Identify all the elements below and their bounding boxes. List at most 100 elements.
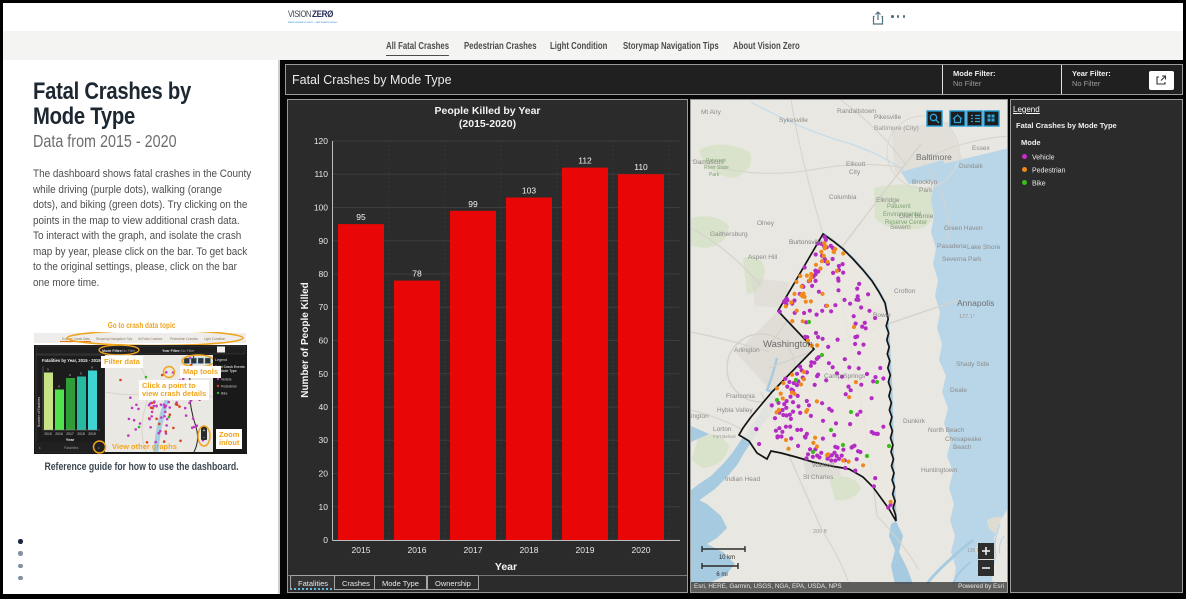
svg-text:Hybla Valley: Hybla Valley bbox=[717, 407, 753, 414]
svg-text:Bike: Bike bbox=[221, 392, 228, 396]
svg-text:9: 9 bbox=[69, 373, 71, 377]
svg-text:Waldorf: Waldorf bbox=[812, 462, 834, 469]
svg-text:Brooklyn: Brooklyn bbox=[912, 179, 938, 186]
svg-text:2017: 2017 bbox=[66, 432, 74, 436]
svg-text:90: 90 bbox=[319, 236, 329, 246]
svg-text:2018: 2018 bbox=[77, 432, 85, 436]
svg-text:Arlington: Arlington bbox=[734, 347, 760, 354]
svg-text:Vehicle: Vehicle bbox=[221, 378, 232, 382]
svg-text:Reserve Center: Reserve Center bbox=[885, 220, 927, 226]
svg-text:103: 103 bbox=[522, 186, 536, 196]
svg-text:Aspen Hill: Aspen Hill bbox=[748, 254, 778, 261]
svg-text:All Fatal Crashes: All Fatal Crashes bbox=[138, 337, 163, 341]
svg-text:Glen Burnie: Glen Burnie bbox=[899, 213, 934, 220]
svg-text:2019: 2019 bbox=[88, 432, 96, 436]
svg-text:Crofton: Crofton bbox=[894, 288, 916, 295]
svg-text:Sykesville: Sykesville bbox=[779, 117, 808, 124]
svg-text:2016: 2016 bbox=[408, 545, 427, 555]
svg-text:Shady Side: Shady Side bbox=[956, 361, 990, 368]
svg-text:70: 70 bbox=[319, 302, 329, 312]
svg-text:Patuxent: Patuxent bbox=[887, 204, 911, 210]
svg-text:Damascus: Damascus bbox=[693, 159, 724, 166]
svg-text:99: 99 bbox=[468, 199, 478, 209]
svg-text:60: 60 bbox=[319, 336, 329, 346]
svg-text:127.1°: 127.1° bbox=[959, 314, 975, 320]
svg-text:50: 50 bbox=[319, 369, 329, 379]
svg-text:Camp Springs: Camp Springs bbox=[824, 373, 866, 380]
svg-text:Fatal Crash Events: Fatal Crash Events bbox=[215, 365, 245, 369]
svg-text:2016: 2016 bbox=[55, 432, 63, 436]
svg-text:2019: 2019 bbox=[576, 545, 595, 555]
svg-text:Washington: Washington bbox=[763, 339, 813, 350]
svg-text:Dunkirk: Dunkirk bbox=[903, 418, 926, 425]
svg-text:200 ft: 200 ft bbox=[813, 529, 827, 535]
svg-text:Explore Crash Data: Explore Crash Data bbox=[62, 337, 90, 341]
svg-text:2017: 2017 bbox=[464, 545, 483, 555]
svg-text:9: 9 bbox=[58, 385, 60, 389]
svg-text:Annapolis: Annapolis bbox=[957, 298, 994, 308]
svg-text:78: 78 bbox=[412, 269, 422, 279]
svg-text:Lorton: Lorton bbox=[713, 426, 732, 433]
svg-text:by Mode Type: by Mode Type bbox=[215, 369, 237, 373]
svg-text:Year: Year bbox=[495, 561, 517, 573]
svg-text:Olney: Olney bbox=[757, 220, 775, 227]
svg-text:Severn: Severn bbox=[890, 224, 911, 231]
svg-text:80: 80 bbox=[319, 269, 329, 279]
svg-text:›: › bbox=[98, 446, 100, 452]
svg-text:Burtonsville: Burtonsville bbox=[789, 239, 823, 246]
svg-text:Patuxent: Patuxent bbox=[706, 158, 726, 164]
svg-text:112: 112 bbox=[578, 156, 592, 166]
svg-text:Pikesville: Pikesville bbox=[874, 114, 901, 121]
svg-text:136 ft: 136 ft bbox=[967, 548, 980, 554]
svg-text:Number of Fatalities: Number of Fatalities bbox=[37, 397, 41, 428]
svg-text:St Charles: St Charles bbox=[803, 474, 834, 481]
svg-text:ington: ington bbox=[691, 413, 709, 420]
svg-text:Lake Shore: Lake Shore bbox=[967, 244, 1001, 251]
svg-text:Baltimore (City): Baltimore (City) bbox=[874, 125, 919, 132]
svg-text:Mt Airy: Mt Airy bbox=[701, 109, 722, 116]
svg-text:2018: 2018 bbox=[520, 545, 539, 555]
svg-text:30: 30 bbox=[319, 435, 329, 445]
svg-text:Number of People Killed: Number of People Killed bbox=[300, 282, 311, 398]
svg-text:95: 95 bbox=[356, 212, 366, 222]
svg-text:10: 10 bbox=[319, 502, 329, 512]
svg-text:Environmental: Environmental bbox=[883, 212, 921, 218]
svg-text:20: 20 bbox=[319, 469, 329, 479]
svg-text:0: 0 bbox=[323, 535, 328, 545]
svg-text:Legend: Legend bbox=[215, 358, 227, 362]
svg-text:9: 9 bbox=[91, 366, 93, 370]
svg-text:110: 110 bbox=[314, 169, 328, 179]
svg-text:10 km: 10 km bbox=[719, 555, 735, 561]
svg-text:Park: Park bbox=[919, 187, 933, 194]
svg-text:6 mi: 6 mi bbox=[716, 572, 727, 578]
svg-text:Franconia: Franconia bbox=[726, 393, 755, 400]
svg-text:Park: Park bbox=[709, 172, 720, 178]
svg-text:Year Filter:: Year Filter: bbox=[162, 349, 181, 353]
svg-text:Chesapeake: Chesapeake bbox=[945, 436, 982, 443]
svg-text:Green Haven: Green Haven bbox=[944, 225, 983, 232]
svg-text:North Beach: North Beach bbox=[928, 427, 965, 434]
svg-text:Light Condition: Light Condition bbox=[204, 337, 225, 341]
svg-text:Deale: Deale bbox=[950, 387, 967, 394]
svg-text:‹: ‹ bbox=[39, 446, 41, 452]
svg-text:Dundalk: Dundalk bbox=[959, 163, 984, 170]
svg-text:Fatalities: Fatalities bbox=[64, 446, 79, 450]
svg-text:110: 110 bbox=[634, 162, 648, 172]
svg-text:Elkridge: Elkridge bbox=[876, 197, 900, 204]
svg-text:Pedestrian Crashes: Pedestrian Crashes bbox=[170, 337, 198, 341]
svg-text:2020: 2020 bbox=[632, 545, 651, 555]
svg-text:Beach: Beach bbox=[953, 444, 972, 451]
svg-text:Year: Year bbox=[66, 437, 75, 442]
svg-text:Severna Park: Severna Park bbox=[942, 256, 982, 263]
svg-text:2015: 2015 bbox=[44, 432, 52, 436]
svg-text:Huntingtown: Huntingtown bbox=[921, 467, 958, 474]
svg-text:River State: River State bbox=[704, 165, 729, 171]
svg-text:Baltimore: Baltimore bbox=[916, 152, 952, 162]
svg-text:120: 120 bbox=[314, 136, 328, 146]
svg-text:Gaithersburg: Gaithersburg bbox=[710, 231, 748, 238]
svg-text:No Filter: No Filter bbox=[181, 349, 195, 353]
svg-text:40: 40 bbox=[319, 402, 329, 412]
svg-text:9: 9 bbox=[80, 372, 82, 376]
svg-text:+: + bbox=[203, 428, 206, 434]
svg-text:Columbia: Columbia bbox=[829, 194, 857, 201]
